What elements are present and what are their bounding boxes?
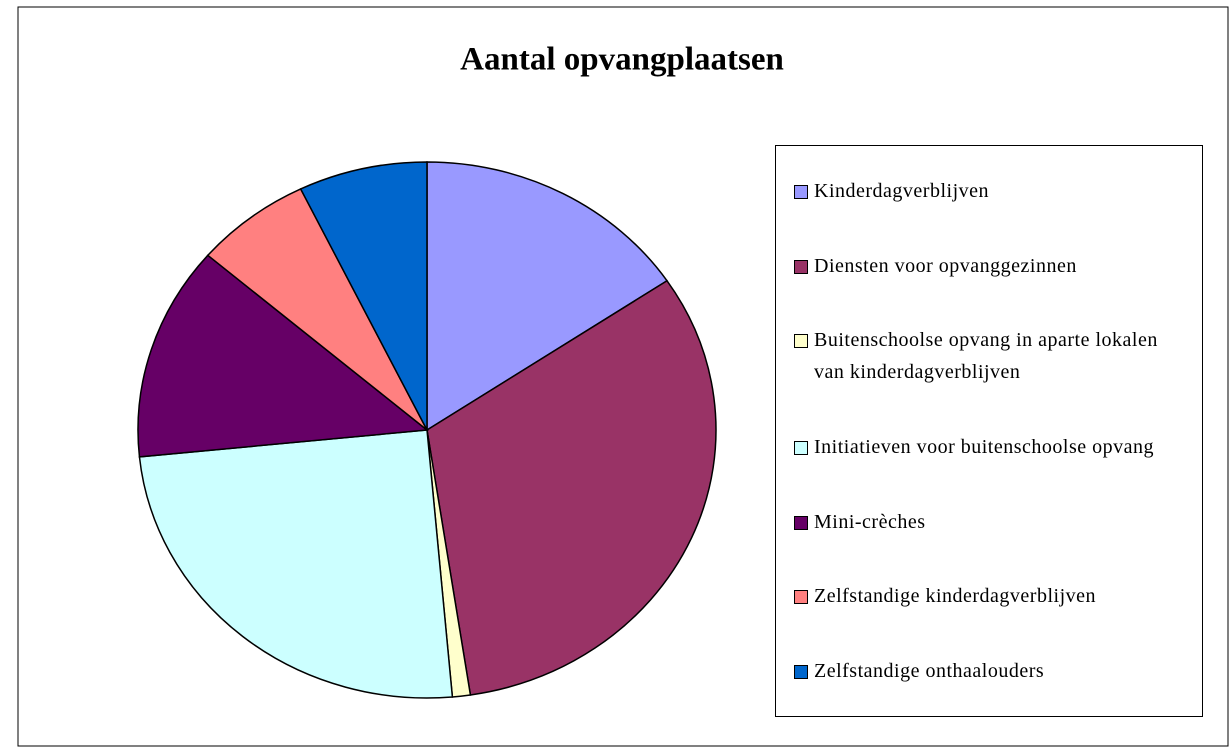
legend-label: Buitenschoolse opvang in aparte lokalen …	[814, 329, 1158, 384]
legend-item: Initiatieven voor buitenschoolse opvang	[794, 431, 1192, 463]
legend-item: Zelfstandige onthaalouders	[794, 655, 1192, 687]
legend-item: Kinderdagverblijven	[794, 175, 1192, 207]
legend-swatch	[794, 590, 808, 605]
legend-item: Buitenschoolse opvang in aparte lokalen …	[794, 324, 1192, 388]
legend-label: Initiatieven voor buitenschoolse opvang	[814, 435, 1154, 458]
pie-slice	[137, 254, 429, 458]
legend-item: Zelfstandige kinderdagverblijven	[794, 580, 1192, 612]
legend-swatch	[794, 440, 808, 455]
legend-label: Zelfstandige onthaalouders	[814, 659, 1045, 682]
legend-label: Diensten voor opvanggezinnen	[814, 254, 1077, 277]
legend-label: Mini-crèches	[814, 510, 926, 533]
legend-swatch	[794, 664, 808, 679]
pie-slice	[138, 429, 454, 699]
legend: Kinderdagverblijven Diensten voor opvangg…	[775, 145, 1203, 717]
chart-title: Aantal opvangplaatsen	[460, 42, 784, 78]
pie-slice	[206, 187, 428, 431]
pie-slice	[426, 161, 669, 432]
legend-item: Diensten voor opvanggezinnen	[794, 250, 1192, 282]
legend-swatch	[794, 259, 808, 274]
legend-label: Kinderdagverblijven	[814, 180, 989, 203]
legend-swatch	[794, 334, 808, 349]
pie-slice	[426, 279, 717, 696]
legend-swatch	[794, 185, 808, 200]
legend-label: Zelfstandige kinderdagverblijven	[814, 585, 1097, 608]
pie-slice	[299, 161, 428, 431]
legend-swatch	[794, 515, 808, 530]
legend-item: Mini-crèches	[794, 506, 1192, 538]
